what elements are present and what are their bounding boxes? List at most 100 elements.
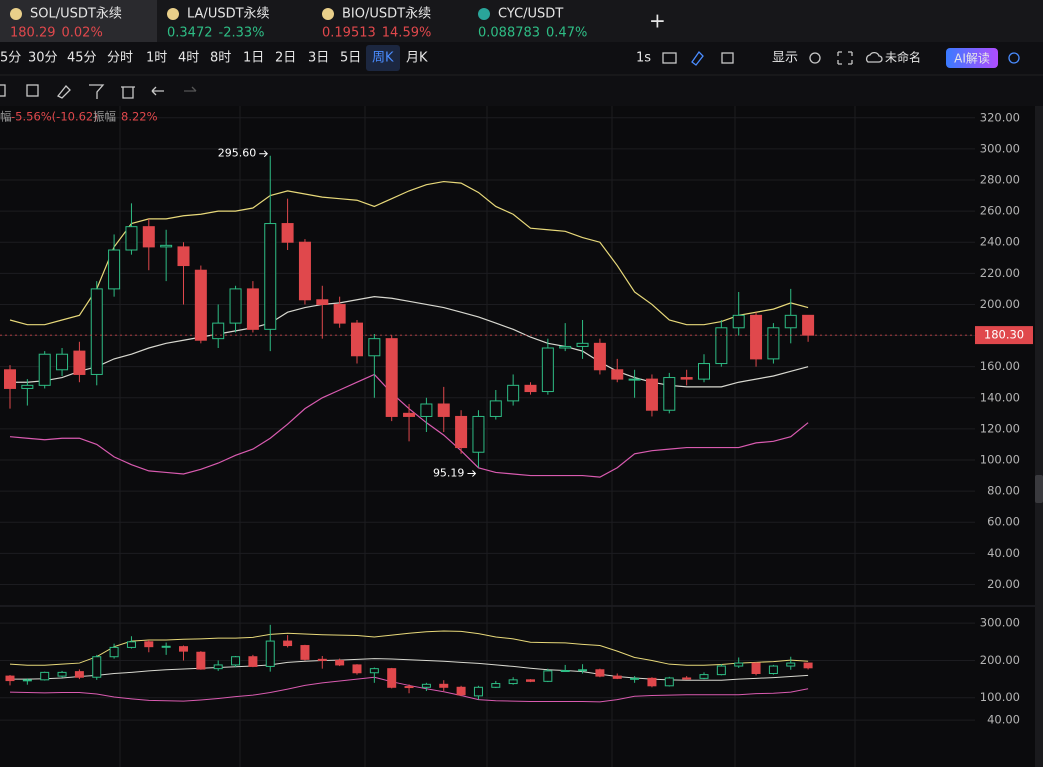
screen-icon[interactable] <box>721 52 734 64</box>
overview-candle-body <box>612 675 622 679</box>
overview-candle-body <box>716 665 726 676</box>
candle-body <box>472 415 485 453</box>
candle-body <box>680 377 693 380</box>
interval[interactable]: 8时 <box>210 51 231 66</box>
overview-candle-body <box>543 670 553 682</box>
share-icon[interactable] <box>1008 52 1020 64</box>
scroll-handle[interactable] <box>1035 475 1043 503</box>
y-tick-label: 320.00 <box>980 110 1020 124</box>
candle-body <box>524 384 537 393</box>
redo[interactable] <box>184 86 197 92</box>
y-axis-area <box>975 106 1035 767</box>
last-price-label: 180.30 <box>984 328 1024 342</box>
candle-body <box>21 384 34 389</box>
y-tick-label: 100.00 <box>980 453 1020 467</box>
y-tick-label: 100.00 <box>980 690 1020 704</box>
overview-candle-body <box>595 669 605 677</box>
candle-body <box>541 347 554 393</box>
interval[interactable]: 月K <box>406 51 428 66</box>
display[interactable]: 显示 <box>772 51 798 66</box>
y-tick-label: 140.00 <box>980 390 1020 404</box>
tab-symbol[interactable]: BIO/USDT永续 <box>342 7 431 22</box>
add-tab[interactable]: + <box>649 9 666 33</box>
y-tick-label: 240.00 <box>980 235 1020 249</box>
candle-body <box>160 244 173 248</box>
toolbar <box>0 42 1043 106</box>
tool[interactable] <box>89 84 105 99</box>
overview-candle-body <box>74 671 84 678</box>
candle-body <box>593 342 606 371</box>
overview-candle-body <box>439 683 449 688</box>
tool[interactable] <box>0 84 6 97</box>
active-tab[interactable] <box>0 0 157 42</box>
tool[interactable] <box>26 84 39 97</box>
active-interval-bg <box>366 45 400 71</box>
interval[interactable]: 分时 <box>107 51 133 66</box>
overview-candle-body <box>265 640 275 667</box>
overview-candle-body <box>734 662 744 667</box>
layout-name[interactable]: 未命名 <box>885 50 921 65</box>
fullscreen-icon[interactable] <box>837 51 853 65</box>
y-tick-label: 200.00 <box>980 653 1020 667</box>
annotation-label: 95.19 <box>433 466 465 479</box>
tab-symbol[interactable]: CYC/USDT <box>498 7 563 22</box>
overview-candle-body <box>473 686 483 697</box>
overview-candle-body <box>213 664 223 670</box>
tab-price: 0.088783 <box>478 26 540 41</box>
candle-body <box>750 314 763 360</box>
tab-bar <box>0 0 1043 42</box>
band-line <box>9 180 809 326</box>
tab-symbol[interactable]: LA/USDT永续 <box>187 7 270 22</box>
overview-candle-body <box>699 674 709 679</box>
candle-body <box>194 269 207 341</box>
interval[interactable]: 5分 <box>0 51 21 66</box>
candle-body <box>732 314 745 329</box>
undo[interactable] <box>151 86 164 96</box>
tab-price: 0.3472 <box>167 26 213 41</box>
interval[interactable]: 1日 <box>243 51 264 66</box>
y-tick-label: 120.00 <box>980 421 1020 435</box>
candle-body <box>784 314 797 329</box>
speed[interactable]: 1s <box>636 51 651 66</box>
overview-candle-body <box>647 677 657 687</box>
candle-body <box>333 303 346 324</box>
band-line <box>10 296 809 388</box>
scrollbar[interactable] <box>1035 106 1043 767</box>
candle-body <box>611 369 624 380</box>
camera-icon[interactable] <box>662 52 677 64</box>
overview-candle-body <box>22 679 32 682</box>
candle-body <box>420 403 433 417</box>
y-tick-label: 160.00 <box>980 359 1020 373</box>
tool[interactable] <box>121 86 135 99</box>
interval[interactable]: 1时 <box>146 51 167 66</box>
candle-body <box>108 249 121 290</box>
interval[interactable]: 2日 <box>275 51 296 66</box>
overview-candle-body <box>369 668 379 674</box>
tab-symbol[interactable]: SOL/USDT永续 <box>30 7 122 22</box>
drawing-tools[interactable] <box>0 50 1020 99</box>
tool[interactable] <box>56 85 71 99</box>
overview-candle-body <box>283 640 293 647</box>
candle-body <box>125 226 138 251</box>
overview-candle-body <box>109 646 119 658</box>
ai-label[interactable]: AI解读 <box>954 52 990 66</box>
overview-candle-body <box>40 671 50 681</box>
interval[interactable]: 3日 <box>308 51 329 66</box>
candle-body <box>229 288 242 324</box>
candle-body <box>281 223 294 243</box>
draw-icon[interactable] <box>691 50 704 66</box>
amplitude-label: 振幅 <box>93 110 116 124</box>
overview-candle-body <box>560 670 570 673</box>
interval[interactable]: 5日 <box>340 51 361 66</box>
tab-icon <box>167 8 179 20</box>
settings-icon[interactable] <box>809 52 821 64</box>
candle-body <box>246 288 259 330</box>
cloud-icon[interactable] <box>865 51 883 63</box>
candle-body <box>4 369 16 389</box>
ai-button[interactable] <box>946 48 998 68</box>
interval[interactable]: 30分 <box>28 51 58 66</box>
overview-candle-body <box>387 668 397 688</box>
interval[interactable]: 周K <box>372 51 394 66</box>
interval[interactable]: 45分 <box>67 51 97 66</box>
interval[interactable]: 4时 <box>178 51 199 66</box>
